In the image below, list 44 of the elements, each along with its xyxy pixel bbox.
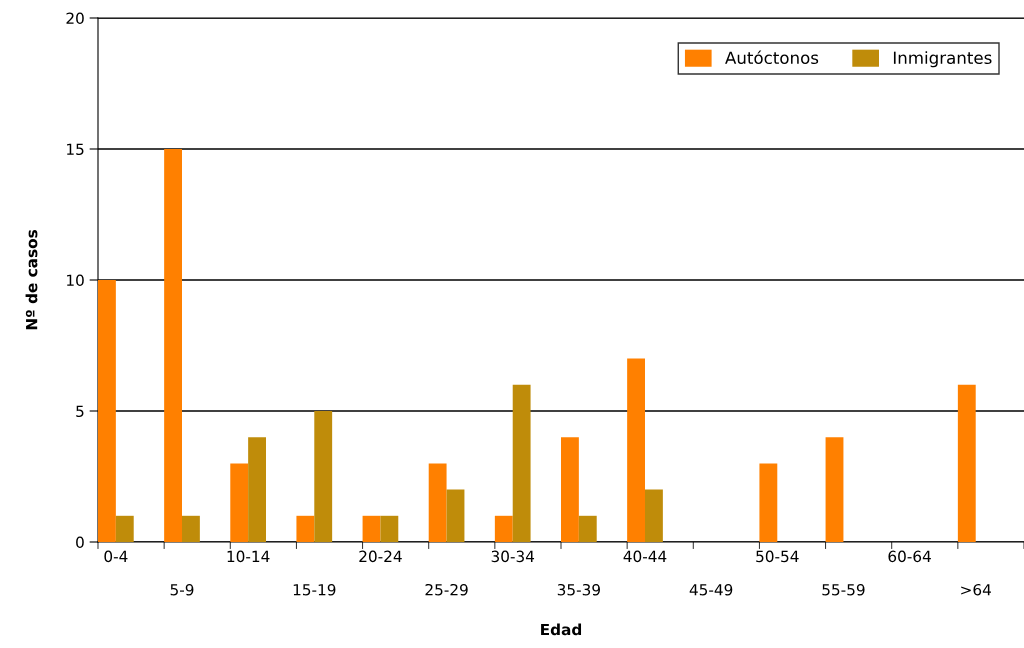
bar — [446, 489, 465, 542]
bar — [957, 384, 976, 542]
bar — [428, 463, 447, 542]
x-tick-label: 55-59 — [822, 583, 865, 596]
legend-label: Autóctonos — [725, 50, 819, 65]
x-tick-label: 30-34 — [491, 550, 535, 563]
x-tick-label: 0-4 — [104, 550, 128, 563]
x-tick-label: >64 — [961, 583, 991, 596]
legend-label: Inmigrantes — [893, 51, 992, 68]
x-tick-label: 15-19 — [293, 583, 336, 596]
bar — [98, 280, 116, 542]
bar — [296, 515, 315, 542]
bar — [314, 411, 333, 542]
bar — [182, 515, 200, 542]
bar — [825, 437, 844, 542]
x-tick-label: 10-14 — [227, 550, 270, 563]
bar — [230, 463, 249, 542]
bar — [627, 358, 645, 542]
x-tick-label: 50-54 — [756, 550, 799, 563]
bar — [248, 437, 266, 542]
y-tick-label: 0 — [76, 536, 84, 549]
x-tick-label: 20-24 — [359, 550, 402, 563]
bar — [164, 149, 182, 542]
x-tick-label: 5-9 — [170, 583, 194, 596]
y-tick-label: 15 — [67, 143, 84, 156]
bar — [494, 515, 513, 542]
x-tick-label: 25-29 — [425, 583, 468, 596]
bar — [380, 515, 399, 542]
x-tick-label: 35-39 — [557, 583, 600, 596]
x-tick-label: 40-44 — [623, 550, 667, 563]
bar — [759, 463, 778, 542]
x-axis-title: Edad — [541, 623, 582, 636]
bar — [645, 489, 663, 542]
bar — [362, 515, 381, 542]
bar — [115, 515, 134, 542]
bar — [561, 437, 579, 542]
bar — [512, 384, 531, 542]
bar — [578, 515, 597, 542]
y-tick-label: 5 — [76, 405, 84, 418]
x-tick-label: 60-64 — [888, 550, 931, 563]
x-tick-label: 45-49 — [689, 583, 733, 596]
y-tick-label: 20 — [66, 12, 84, 25]
y-axis-title: Nº de casos — [25, 230, 38, 330]
y-tick-label: 10 — [67, 274, 84, 287]
